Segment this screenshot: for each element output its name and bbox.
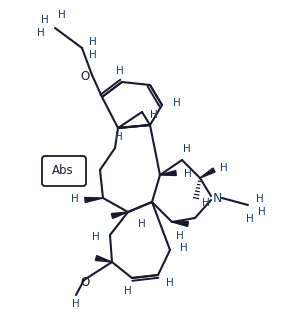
Text: O: O — [80, 69, 90, 83]
Text: H: H — [37, 28, 45, 38]
Text: H: H — [258, 207, 266, 217]
Text: H: H — [89, 37, 97, 47]
Text: H: H — [116, 66, 124, 76]
Text: H: H — [150, 110, 158, 120]
Text: H: H — [176, 231, 184, 241]
Text: H: H — [58, 10, 66, 20]
Text: H: H — [184, 169, 192, 179]
Text: H: H — [246, 214, 254, 224]
Text: H: H — [202, 198, 210, 208]
Polygon shape — [95, 256, 112, 262]
Text: H: H — [124, 286, 132, 296]
Polygon shape — [111, 212, 128, 218]
Polygon shape — [200, 168, 215, 178]
Text: Abs: Abs — [52, 164, 74, 176]
Text: H: H — [138, 219, 146, 229]
Text: H: H — [256, 194, 264, 204]
Text: H: H — [92, 232, 100, 242]
Polygon shape — [85, 197, 103, 202]
Text: O: O — [80, 275, 90, 289]
Text: H: H — [89, 50, 97, 60]
Polygon shape — [172, 221, 188, 226]
Text: N: N — [212, 191, 222, 205]
Text: H: H — [115, 132, 123, 142]
FancyBboxPatch shape — [42, 156, 86, 186]
Text: H: H — [183, 144, 191, 154]
Text: H: H — [71, 194, 79, 204]
Text: H: H — [166, 278, 174, 288]
Text: H: H — [180, 243, 188, 253]
Polygon shape — [160, 170, 176, 175]
Text: H: H — [173, 98, 181, 108]
Text: H: H — [72, 299, 80, 309]
Text: H: H — [41, 15, 49, 25]
Text: H: H — [220, 163, 228, 173]
